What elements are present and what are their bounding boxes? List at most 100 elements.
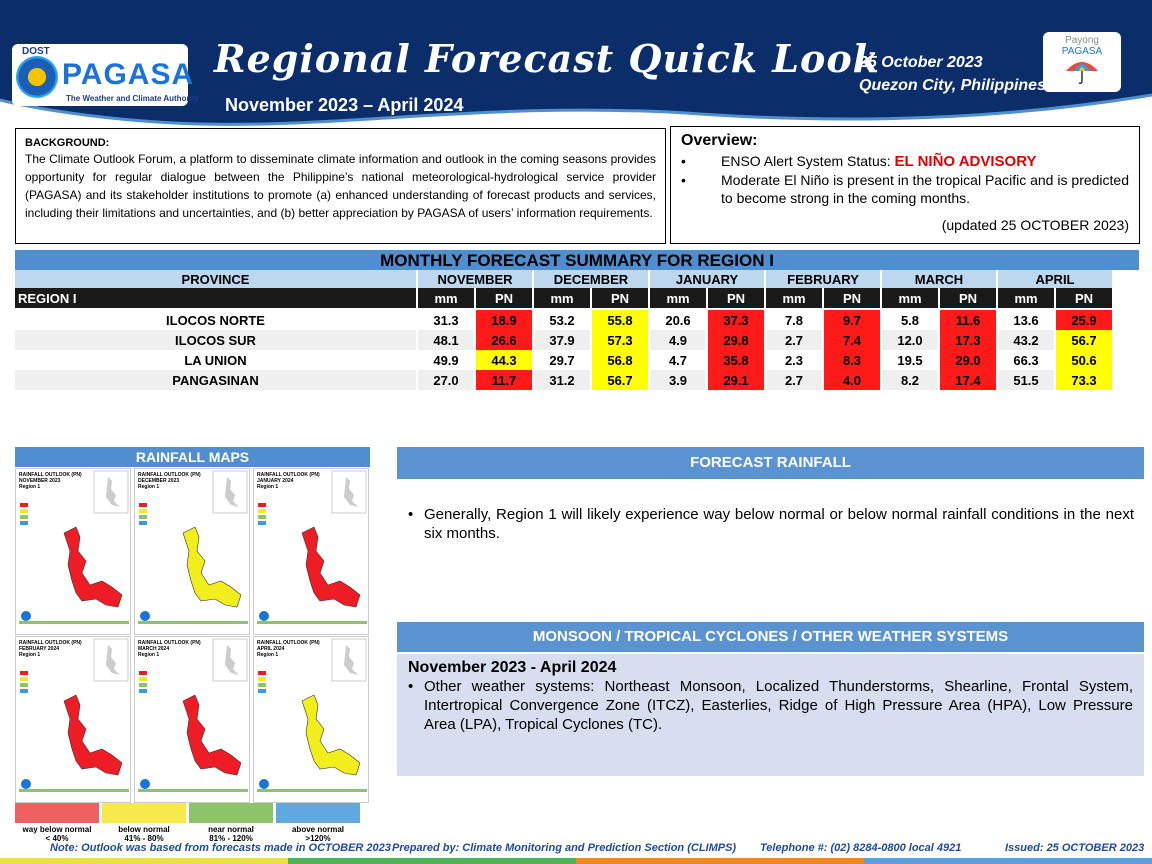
percent-normal: 26.6 <box>476 330 532 350</box>
map-region: Region 1 <box>257 484 279 490</box>
rainfall-mm: 31.3 <box>433 312 459 328</box>
region-map-shape <box>257 470 367 624</box>
map-region: Region 1 <box>257 652 279 658</box>
forecast-rainfall-text: Generally, Region 1 will likely experien… <box>424 506 1134 542</box>
enso-label: ENSO Alert System Status: <box>721 153 895 169</box>
weather-systems-item: • Other weather systems: Northeast Monso… <box>408 678 1133 733</box>
table-row: ILOCOS NORTE 31.3 18.9 53.2 55.8 20.6 37.3 7.8 9… <box>15 310 1112 330</box>
map-region: Region 1 <box>138 652 160 658</box>
rainfall-map: RAINFALL OUTLOOK (PN) DECEMBER 2023 Region… <box>134 468 250 635</box>
forecast-rainfall-item: • Generally, Region 1 will likely experi… <box>408 506 1134 542</box>
province-name: ILOCOS NORTE <box>166 312 265 328</box>
month-header: MARCH <box>882 270 996 288</box>
rainfall-mm: 8.2 <box>882 370 938 390</box>
rainfall-maps-title: RAINFALL MAPS <box>15 447 370 467</box>
pn-header: PN <box>1056 288 1112 308</box>
percent-normal: 44.3 <box>476 350 532 370</box>
weather-systems-body: November 2023 - April 2024 • Other weath… <box>397 654 1144 776</box>
legend-category: near normal <box>208 825 254 834</box>
rainfall-mm: 27.0 <box>418 370 474 390</box>
month-header: NOVEMBER <box>418 270 532 288</box>
summary-table: PROVINCE NOVEMBER DECEMBER JANUARY FEBRUARY M… <box>13 270 1114 390</box>
map-region: Region 1 <box>19 652 41 658</box>
table-row: ILOCOS SUR 48.1 26.6 37.9 57.3 4.9 29.8 2.7 7.4 1… <box>15 330 1112 350</box>
rainfall-mm: 2.7 <box>766 330 822 350</box>
overview-item-elnino: • Moderate El Niño is present in the tro… <box>681 172 1129 206</box>
percent-normal: 8.3 <box>824 350 880 370</box>
payong-line2: PAGASA <box>1061 46 1103 57</box>
percent-normal: 11.6 <box>940 310 996 330</box>
mm-header: mm <box>766 288 822 308</box>
pn-header: PN <box>824 288 880 308</box>
province-name: LA UNION <box>184 352 247 368</box>
month-header: DECEMBER <box>534 270 648 288</box>
percent-normal: 7.4 <box>824 330 880 350</box>
background-box: BACKGROUND: The Climate Outlook Forum, a… <box>15 128 666 244</box>
region-label: REGION I <box>15 288 416 308</box>
percent-normal: 57.3 <box>592 330 648 350</box>
rainfall-mm: 4.9 <box>650 330 706 350</box>
overview-heading: Overview: <box>681 132 758 149</box>
percent-normal: 73.3 <box>1056 370 1112 390</box>
map-month: JANUARY 2024 <box>257 478 294 484</box>
legend-range: 41% - 80% <box>124 834 164 843</box>
map-caption: RAINFALL OUTLOOK (PN) MARCH 2024 Region 1 <box>138 640 201 658</box>
header-wave-background <box>0 0 1152 126</box>
rainfall-mm: 48.1 <box>418 330 474 350</box>
region-map-shape <box>19 470 129 624</box>
percent-normal: 11.7 <box>476 370 532 390</box>
rainfall-mm: 12.0 <box>882 330 938 350</box>
percent-normal: 29.1 <box>708 370 764 390</box>
percent-normal: 9.7 <box>824 310 880 330</box>
percent-normal: 56.8 <box>592 350 648 370</box>
rainfall-map: RAINFALL OUTLOOK (PN) FEBRUARY 2024 Region… <box>15 636 131 803</box>
percent-normal: 56.7 <box>1056 330 1112 350</box>
rainfall-mm: 19.5 <box>897 352 923 368</box>
mm-header: mm <box>650 288 706 308</box>
pn-header: PN <box>476 288 532 308</box>
rainfall-map: RAINFALL OUTLOOK (PN) MARCH 2024 Region 1 <box>134 636 250 803</box>
month-header: APRIL <box>998 270 1112 288</box>
percent-normal: 29.8 <box>708 330 764 350</box>
percent-normal: 55.8 <box>592 310 648 330</box>
province-name: PANGASINAN <box>15 370 416 390</box>
map-caption: RAINFALL OUTLOOK (PN) NOVEMBER 2023 Region… <box>19 472 82 490</box>
legend-label: below normal 41% - 80% <box>99 825 189 843</box>
footer-issued: Issued: 25 OCTOBER 2023 <box>1005 842 1145 854</box>
region-map-shape <box>138 470 248 624</box>
rainfall-mm: 53.2 <box>549 312 575 328</box>
background-text: The Climate Outlook Forum, a platform to… <box>25 152 656 220</box>
percent-normal: 29.0 <box>940 350 996 370</box>
enso-status: EL NIÑO ADVISORY <box>894 153 1037 170</box>
mm-header: mm <box>534 288 590 308</box>
table-row: PANGASINAN 27.0 11.7 31.2 56.7 3.9 29.1 2.7 4.0 8… <box>15 370 1112 390</box>
payong-line1: Payong <box>1065 35 1099 46</box>
forecast-period: November 2023 – April 2024 <box>225 95 464 115</box>
legend-label: near normal 81% - 120% <box>186 825 276 843</box>
map-month: MARCH 2024 <box>138 646 170 652</box>
pn-header: PN <box>708 288 764 308</box>
rainfall-mm: 3.9 <box>650 370 706 390</box>
map-month: NOVEMBER 2023 <box>19 478 61 484</box>
rainfall-mm: 29.7 <box>549 352 575 368</box>
rainfall-map: RAINFALL OUTLOOK (PN) JANUARY 2024 Region … <box>253 468 369 635</box>
map-title: RAINFALL OUTLOOK (PN) <box>19 472 82 478</box>
rainfall-mm: 66.3 <box>1013 352 1039 368</box>
summary-title: MONTHLY FORECAST SUMMARY FOR REGION I <box>15 250 1139 270</box>
rainfall-mm: 5.8 <box>900 312 920 328</box>
forecast-rainfall-title: FORECAST RAINFALL <box>397 447 1144 479</box>
rainfall-mm: 7.8 <box>784 312 804 328</box>
legend-swatch-3 <box>189 803 273 823</box>
legend-label: way below normal < 40% <box>12 825 102 843</box>
footer-telephone: Telephone #: (02) 8284-0800 local 4921 <box>760 842 962 854</box>
province-name: ILOCOS SUR <box>15 330 416 350</box>
agency-name: PAGASA <box>62 58 195 91</box>
percent-normal: 37.3 <box>708 310 764 330</box>
legend-category: below normal <box>118 825 170 834</box>
updated-note: (updated 25 OCTOBER 2023) <box>941 217 1129 233</box>
province-header: PROVINCE <box>15 270 416 288</box>
footer-prepared: Prepared by: Climate Monitoring and Pred… <box>392 842 737 854</box>
map-caption: RAINFALL OUTLOOK (PN) JANUARY 2024 Region … <box>257 472 320 490</box>
background-heading: BACKGROUND: <box>25 137 110 149</box>
